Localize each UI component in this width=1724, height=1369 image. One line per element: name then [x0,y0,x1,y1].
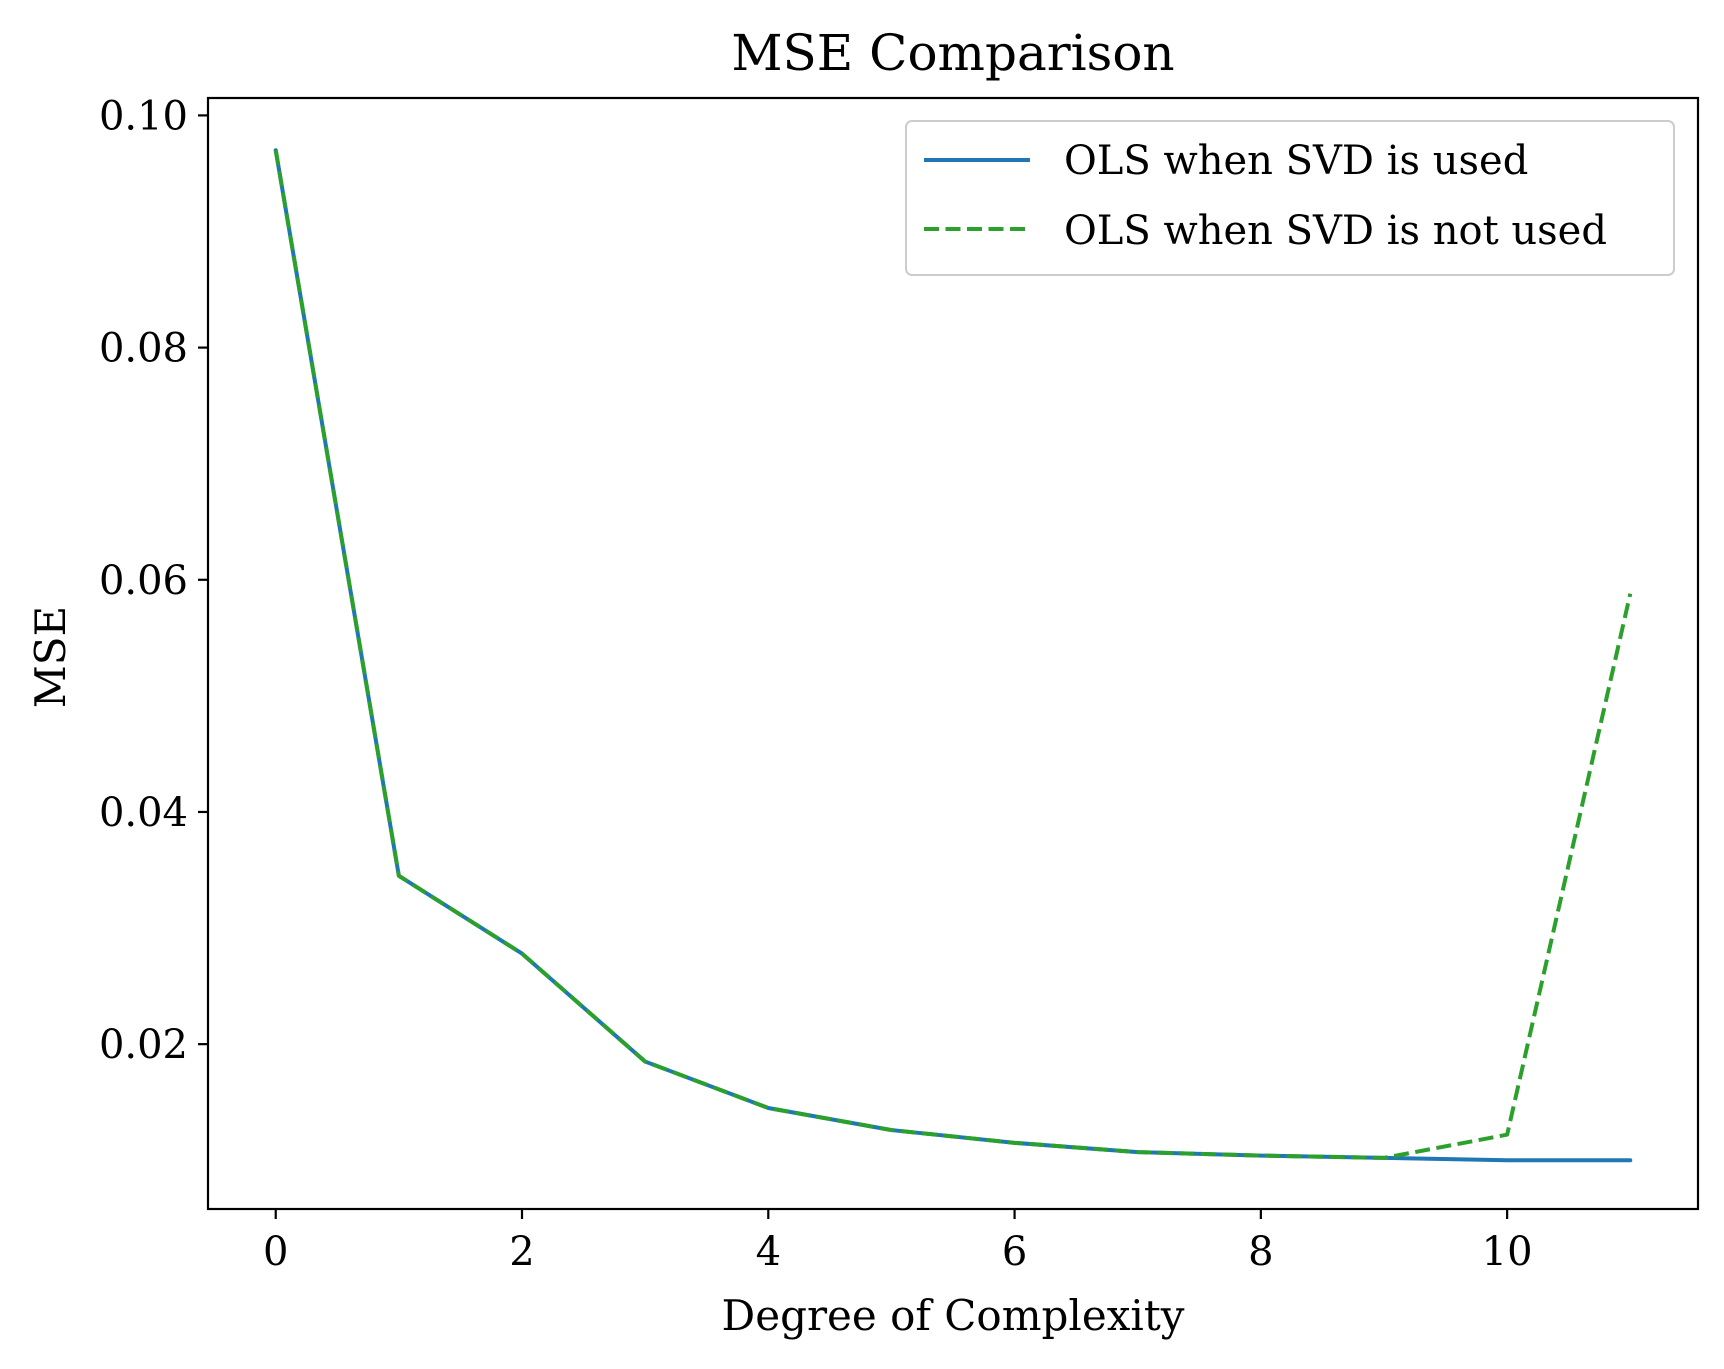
legend: OLS when SVD is used OLS when SVD is not… [905,120,1675,276]
y-tick-label: 0.04 [99,790,188,836]
series-line-svd-not-used [273,149,1633,1160]
legend-label-svd-not-used: OLS when SVD is not used [1064,208,1607,254]
y-axis: 0.02 0.04 0.06 0.08 0.10 MSE [26,93,208,1068]
chart-title: MSE Comparison [731,24,1174,82]
legend-label-svd-used: OLS when SVD is used [1064,138,1528,184]
legend-box [905,120,1675,276]
x-tick-label: 10 [1482,1229,1533,1275]
x-tick-label: 2 [509,1229,534,1275]
y-tick-label: 0.02 [99,1022,188,1068]
y-axis-label: MSE [26,606,75,708]
x-tick-label: 0 [263,1229,288,1275]
plot-frame [206,96,1700,1211]
y-tick-label: 0.10 [99,93,188,139]
y-tick-label: 0.06 [99,558,188,604]
x-axis-label: Degree of Complexity [722,1291,1185,1340]
y-tick-label: 0.08 [99,326,188,372]
x-axis: 0 2 4 6 8 10 Degree of Complexity [263,1209,1533,1340]
plot-series [273,148,1633,1163]
x-tick-label: 8 [1248,1229,1273,1275]
x-tick-label: 6 [1002,1229,1027,1275]
x-tick-label: 4 [756,1229,781,1275]
